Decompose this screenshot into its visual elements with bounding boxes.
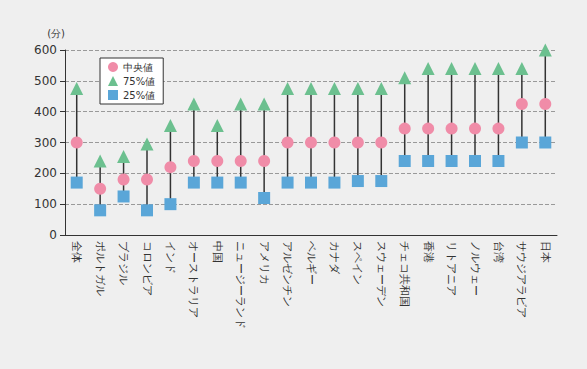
svg-text:中国: 中国 [211,241,224,263]
svg-text:アルゼンチン: アルゼンチン [281,241,294,307]
svg-text:(分): (分) [47,28,65,39]
svg-text:アメリカ: アメリカ [258,241,271,285]
svg-text:オーストラリア: オーストラリア [187,241,200,318]
svg-text:リトアニア: リトアニア [445,241,458,296]
svg-text:100: 100 [34,197,57,211]
svg-text:ベルギー: ベルギー [305,241,318,285]
svg-text:300: 300 [34,136,57,150]
svg-text:ポルトガル: ポルトガル [94,241,107,296]
svg-text:ブラジル: ブラジル [117,241,130,285]
svg-text:75%値: 75%値 [123,76,155,87]
svg-text:スペイン: スペイン [351,241,364,285]
svg-text:200: 200 [34,166,57,180]
svg-text:インド: インド [164,241,177,274]
svg-text:香港: 香港 [422,241,435,263]
svg-text:チェコ共和国: チェコ共和国 [398,241,411,307]
svg-text:全体: 全体 [70,241,83,263]
svg-text:ニュージーランド: ニュージーランド [234,241,247,329]
svg-text:カナダ: カナダ [328,241,341,275]
svg-text:600: 600 [34,43,57,57]
svg-text:スウェーデン: スウェーデン [375,241,388,307]
svg-text:ノルウェー: ノルウェー [469,241,482,296]
svg-text:0: 0 [49,228,57,242]
svg-text:500: 500 [34,74,57,88]
svg-text:400: 400 [34,105,57,119]
svg-text:コロンビア: コロンビア [141,241,154,296]
svg-text:台湾: 台湾 [492,241,505,263]
svg-text:中央値: 中央値 [123,62,153,73]
svg-text:日本: 日本 [539,241,552,263]
svg-text:サウジアラビア: サウジアラビア [515,241,528,318]
svg-text:25%値: 25%値 [123,90,155,101]
